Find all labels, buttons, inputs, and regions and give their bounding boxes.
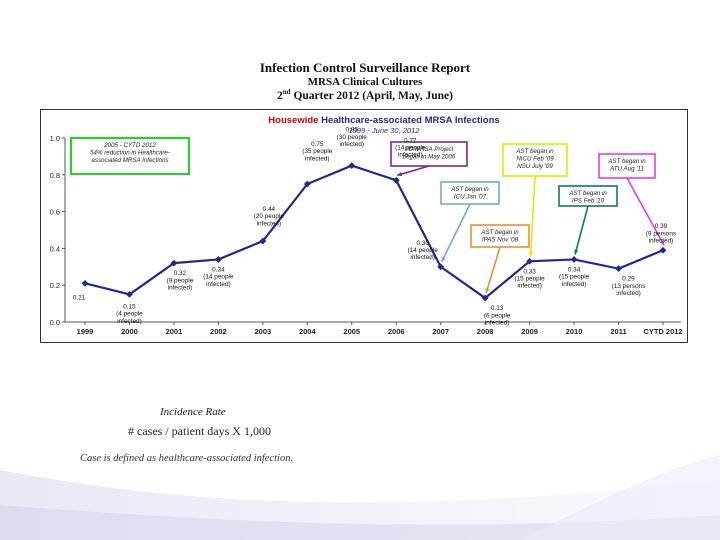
annotation-arrow-head <box>659 240 664 246</box>
annotation-arrow-line <box>485 246 501 294</box>
annotation-box <box>598 153 656 179</box>
data-label-2009: 0.33 (15 people infected) <box>515 268 546 289</box>
chart-title-red: Housewide <box>268 115 318 126</box>
y-tick-label: 1.0 <box>50 134 60 143</box>
annotation-ast-icu: AST began in ICU Jan '07 <box>440 181 500 263</box>
data-point-2006 <box>392 176 400 184</box>
annotation-pd-mrsa-project: PD/MRSA Project began in May 2006 <box>390 141 468 177</box>
annotation-ast-ipas: AST began in IPAS Nov '08 <box>470 224 530 294</box>
annotation-text: 2005 - CYTD 2012 54% reduction in Healthc… <box>90 142 170 164</box>
y-tick-label: 0.4 <box>50 244 60 253</box>
data-label-cytd-2012: 0.39 (9 persons infected) <box>646 223 676 244</box>
annotation-text: AST began in ICU Jan '07 <box>450 186 489 201</box>
chart-frame: Housewide Healthcare-associated MRSA Inf… <box>40 109 688 343</box>
report-title: Infection Control Surveillance Report <box>259 60 471 75</box>
data-label-2001: 0.32 (9 people infected) <box>167 270 194 291</box>
data-point-2009 <box>526 257 534 265</box>
data-point-2008 <box>481 294 489 302</box>
data-label-2005: 0.85 (30 people infected) <box>337 127 368 148</box>
annotation-text: AST began in NICU Feb '09 NSU July '09 <box>515 148 554 170</box>
chart-subtitle: 1999 - June 30, 2012 <box>349 126 421 135</box>
data-point-1999 <box>81 279 89 287</box>
annotation-text: AST began in IPAS Nov '08 <box>480 229 519 244</box>
case-definition: Case is defined as healthcare-associated… <box>80 453 294 464</box>
annotation-arrow-head <box>574 249 579 255</box>
report-quarter: 2nd Quarter 2012 (April, May, June) <box>200 88 530 102</box>
annotation-box <box>440 181 500 205</box>
report-header: Infection Control Surveillance Report MR… <box>200 60 530 102</box>
x-tick-label: 2009 <box>521 327 538 336</box>
data-label-2003: 0.44 (20 people infected) <box>254 206 285 227</box>
data-label-2000: 0.15 (4 people infected) <box>116 303 143 324</box>
x-tick-label: 1999 <box>77 327 94 336</box>
mrsa-line-chart: Housewide Healthcare-associated MRSA Inf… <box>50 115 683 336</box>
annotation-text: AST began in ATU Aug '11 <box>607 158 646 173</box>
annotation-box <box>558 185 618 207</box>
x-tick-label: 2005 <box>343 327 360 336</box>
annotation-box <box>69 136 191 176</box>
x-tick-label: 2000 <box>121 327 138 336</box>
chart-title-rest: Healthcare-associated MRSA Infections <box>318 115 499 126</box>
annotation-arrow-line <box>574 205 589 255</box>
annotation-arrow-line <box>440 203 471 263</box>
annotation-ast-ips: AST began in IPS Feb '10 <box>558 185 618 255</box>
chart-title: Housewide Healthcare-associated MRSA Inf… <box>268 115 499 126</box>
data-label-2006: 0.77 (14 people infected) <box>395 137 426 158</box>
data-point-2007 <box>437 263 445 271</box>
data-label-1999: 0.21 <box>73 294 86 301</box>
y-tick-label: 0.0 <box>50 318 60 327</box>
data-label-2004: 0.75 (35 people infected) <box>302 141 333 162</box>
report-subtitle: MRSA Clinical Cultures <box>307 76 423 88</box>
data-point-2000 <box>126 291 133 298</box>
data-label-2002: 0.34 (14 people infected) <box>203 266 234 287</box>
data-point-2002 <box>214 256 222 263</box>
x-tick-label: 2010 <box>566 327 583 336</box>
x-tick-label: 2008 <box>477 327 494 336</box>
x-tick-label: 2004 <box>299 327 317 336</box>
annotation-arrow-line <box>626 177 665 246</box>
data-point-cytd-2012 <box>659 246 667 254</box>
y-tick-label: 0.8 <box>50 171 60 180</box>
x-tick-label: 2002 <box>210 327 227 336</box>
annotation-arrow-line <box>397 165 430 177</box>
y-tick-label: 0.2 <box>50 281 60 290</box>
data-label-2010: 0.34 (15 people infected) <box>559 266 590 287</box>
annotation-text: AST began in IPS Feb '10 <box>568 190 607 205</box>
annotation-ast-atu: AST began in ATU Aug '11 <box>598 153 665 246</box>
x-tick-label: CYTD 2012 <box>643 327 682 336</box>
annotation-arrow-head <box>485 288 490 294</box>
annotation-arrow-head <box>441 256 446 262</box>
data-point-2003 <box>259 237 267 245</box>
annotation-box <box>390 141 468 167</box>
x-tick-label: 2006 <box>388 327 405 336</box>
quarter-range: Quarter 2012 (April, May, June) <box>290 89 453 102</box>
data-point-2011 <box>615 265 622 273</box>
data-point-2001 <box>170 259 178 267</box>
data-point-2010 <box>570 256 578 263</box>
annotation-cytd-summary: 2005 - CYTD 2012 54% reduction in Healthc… <box>69 136 191 176</box>
data-label-2007: 0.30 (14 people infected) <box>408 240 439 261</box>
annotation-arrow-head <box>397 171 403 177</box>
data-point-2005 <box>348 162 356 169</box>
quarter-suffix: nd <box>282 88 291 96</box>
x-tick-label: 2007 <box>432 327 449 336</box>
incidence-rate-label: Incidence Rate <box>160 406 226 418</box>
annotation-arrow-head <box>528 251 534 257</box>
annotation-box <box>470 224 530 248</box>
x-tick-label: 2003 <box>255 327 272 336</box>
quarter-number: 2 <box>277 89 283 102</box>
series-line <box>84 164 664 300</box>
data-point-2004 <box>303 180 311 188</box>
x-tick-label: 2011 <box>610 327 626 336</box>
annotation-ast-nicu: AST began in NICU Feb '09 NSU July '09 <box>502 143 568 257</box>
annotation-text: PD/MRSA Project began in May 2006 <box>403 146 456 161</box>
data-label-2008: 0.13 (6 people infected) <box>484 305 511 326</box>
annotation-arrow-line <box>529 175 536 257</box>
data-label-2011: 0.29 (13 persons infected) <box>612 276 646 297</box>
annotation-box <box>502 143 568 177</box>
y-tick-label: 0.6 <box>50 208 60 217</box>
incidence-formula: # cases / patient days X 1,000 <box>128 424 271 438</box>
x-tick-label: 2001 <box>166 327 183 336</box>
